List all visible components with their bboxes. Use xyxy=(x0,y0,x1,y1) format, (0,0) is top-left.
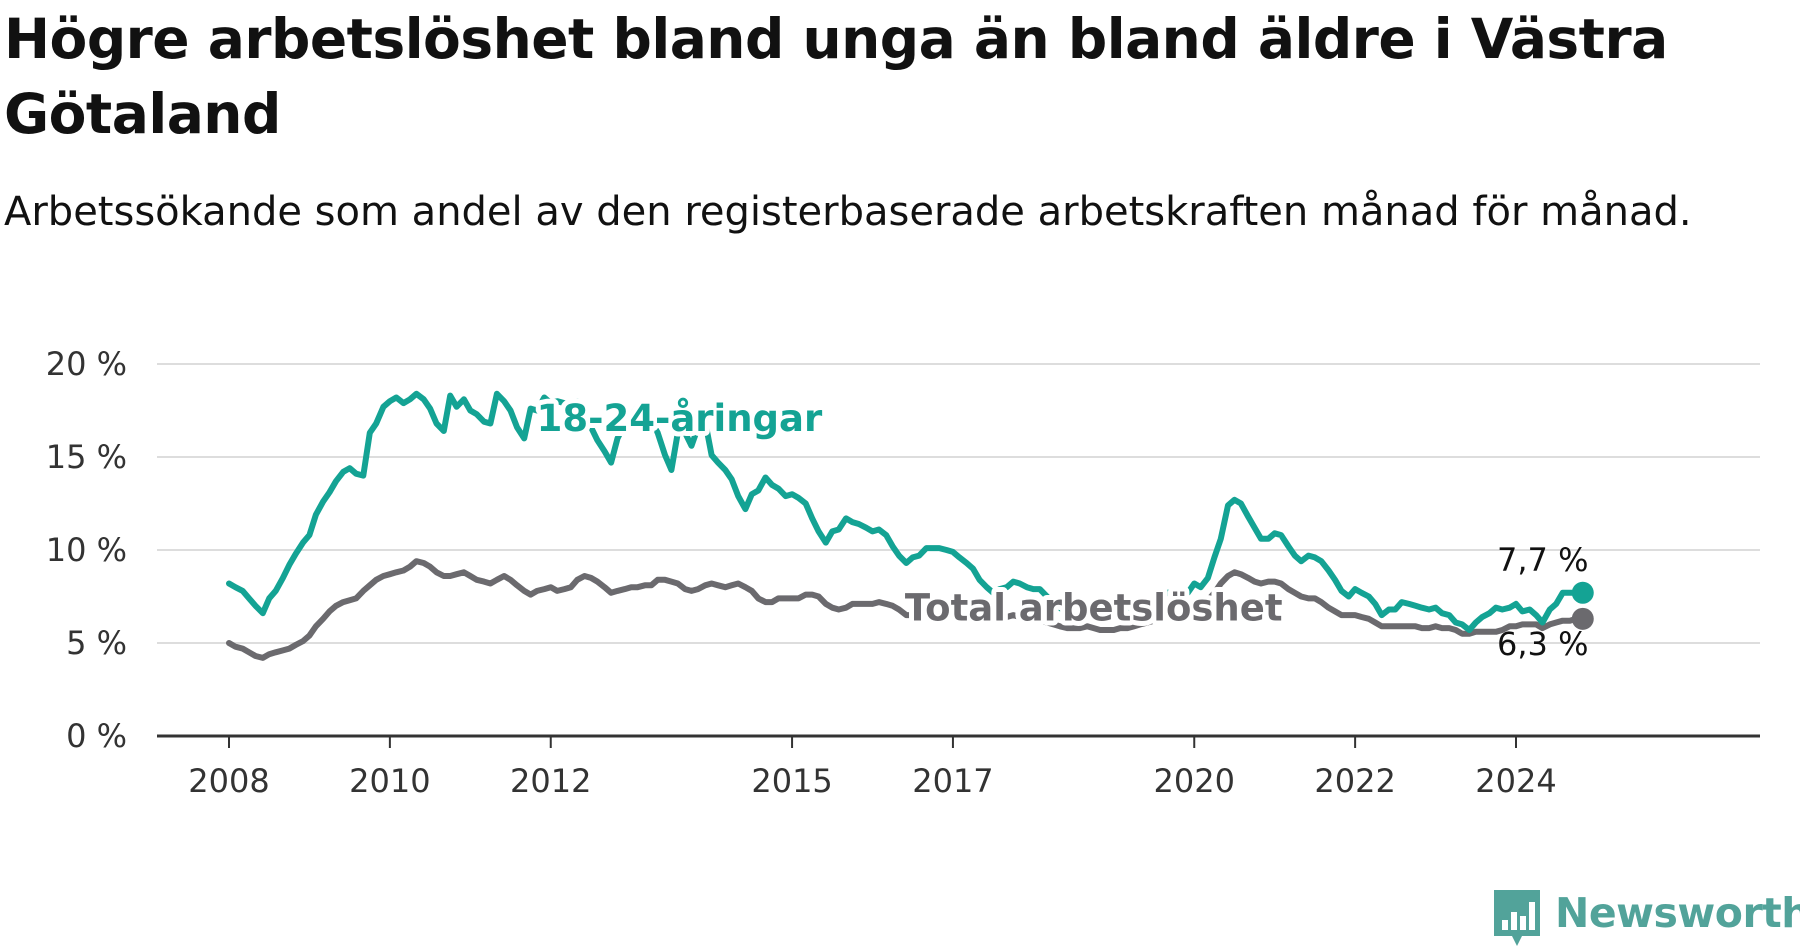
x-tick-label: 2024 xyxy=(1475,762,1556,800)
series-line-youth xyxy=(226,390,1586,633)
series-line-total xyxy=(226,558,1586,661)
end-value-label-youth: 7,7 % xyxy=(1497,541,1588,579)
series-label-total: Total arbetslöshet xyxy=(905,587,1283,630)
gridlines xyxy=(157,363,1760,738)
y-tick-label: 10 % xyxy=(46,531,127,569)
x-axis-tick-labels: 2008 2010 2012 2015 2017 2020 2022 2024 xyxy=(188,736,1557,800)
x-tick-label: 2015 xyxy=(751,762,832,800)
y-axis-tick-labels: 0 % 5 % 10 % 15 % 20 % xyxy=(46,345,127,755)
y-tick-label: 0 % xyxy=(66,717,127,755)
chart-title: Högre arbetslöshet bland unga än bland ä… xyxy=(4,7,1668,146)
x-tick-label: 2012 xyxy=(510,762,591,800)
newsworthy-logo[interactable]: Newsworthy xyxy=(1492,888,1800,948)
newsworthy-bar-chart-icon xyxy=(1494,890,1540,946)
end-point-youth xyxy=(1571,581,1594,604)
x-tick-label: 2020 xyxy=(1154,762,1235,800)
end-markers: 7,7 % 6,3 % xyxy=(1497,541,1594,663)
x-tick-label: 2017 xyxy=(912,762,993,800)
newsworthy-brand-name: Newsworthy xyxy=(1555,889,1800,937)
end-point-total xyxy=(1571,607,1594,630)
y-tick-label: 20 % xyxy=(46,345,127,383)
y-tick-label: 5 % xyxy=(66,624,127,662)
x-tick-label: 2008 xyxy=(188,762,269,800)
x-tick-label: 2022 xyxy=(1314,762,1395,800)
series-label-youth: 18-24-åringar xyxy=(537,397,823,440)
chart-subtitle: Arbetssökande som andel av den registerb… xyxy=(4,189,1692,235)
series-labels: 18-24-åringar Total arbetslöshet xyxy=(532,392,1288,635)
y-tick-label: 15 % xyxy=(46,438,127,476)
x-tick-label: 2010 xyxy=(349,762,430,800)
end-value-label-total: 6,3 % xyxy=(1497,625,1588,663)
series-lines xyxy=(226,390,1586,661)
